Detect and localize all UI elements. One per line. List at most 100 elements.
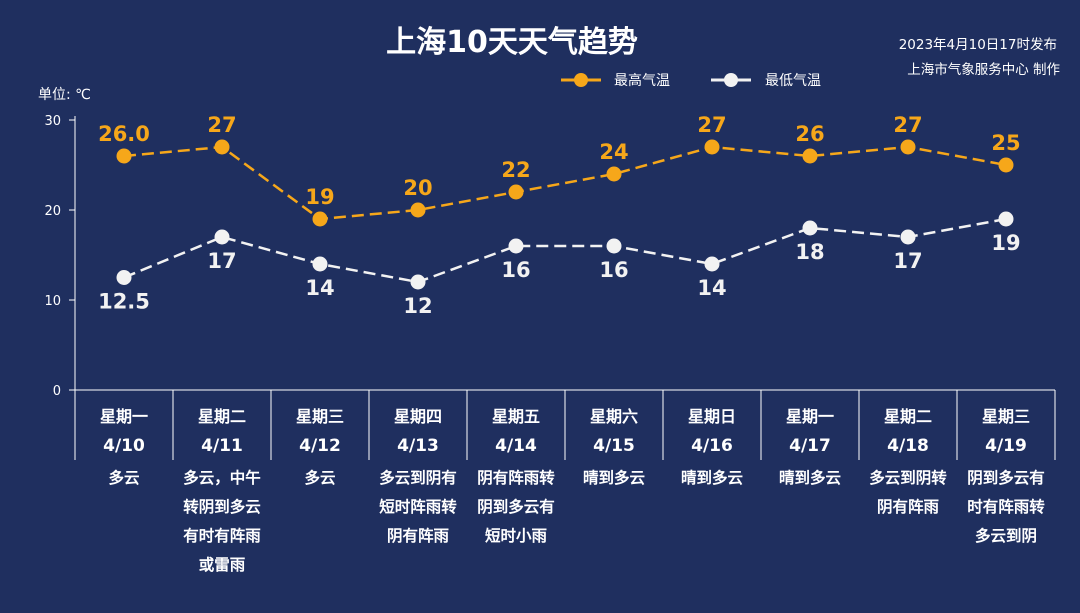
axes: 0 10 20 30 [44, 114, 1056, 460]
date-label: 4/15 [593, 436, 635, 456]
weather-text: 多云，中午 [183, 468, 261, 487]
date-label: 4/10 [103, 436, 145, 456]
weekday-label: 星期六 [590, 407, 638, 426]
data-point [508, 184, 524, 200]
date-label: 4/12 [299, 436, 341, 456]
date-label: 4/14 [495, 436, 537, 456]
date-label: 4/11 [201, 436, 243, 456]
weekday-label: 星期日 [688, 407, 736, 426]
weather-text: 多云到阴 [975, 526, 1037, 545]
weather-text: 时有阵雨转 [967, 497, 1045, 516]
data-label: 26.0 [98, 122, 150, 146]
data-point [312, 211, 328, 227]
legend-low-marker [724, 73, 738, 87]
data-label: 18 [795, 240, 824, 264]
chart-title: 上海10天天气趋势 [386, 25, 638, 60]
weather-text: 短时小雨 [485, 526, 547, 545]
data-label: 12 [403, 294, 432, 318]
data-label: 12.5 [98, 290, 150, 314]
legend: 最高气温 最低气温 [561, 72, 821, 89]
weather-text: 晴到多云 [779, 468, 841, 487]
data-point [214, 229, 230, 245]
data-point [802, 148, 818, 164]
series-low: 12.5 17 14 12 16 16 14 18 17 19 [98, 211, 1021, 318]
y-tick-label: 20 [44, 204, 61, 219]
data-point [900, 229, 916, 245]
data-point [116, 270, 132, 285]
data-point [900, 139, 916, 155]
weekday-label: 星期二 [198, 407, 246, 426]
weather-text: 晴到多云 [583, 468, 645, 487]
date-label: 4/13 [397, 436, 439, 456]
data-label: 22 [501, 158, 530, 182]
weather-text: 阴有阵雨 [387, 526, 449, 545]
data-label: 17 [207, 249, 236, 273]
weather-text: 转阴到多云 [183, 497, 261, 516]
legend-high-label: 最高气温 [614, 72, 670, 89]
weather-text: 晴到多云 [681, 468, 743, 487]
data-point [704, 139, 720, 155]
weather-text: 多云到阴转 [869, 468, 947, 487]
publish-time: 2023年4月10日17时发布 [899, 37, 1057, 53]
weather-text: 多云 [304, 468, 335, 487]
date-label: 4/16 [691, 436, 733, 456]
series-high: 26.0 27 19 20 22 24 27 26 27 25 [98, 113, 1021, 227]
data-label: 16 [599, 258, 628, 282]
data-point [410, 274, 426, 290]
data-label: 14 [697, 276, 726, 300]
date-label: 4/18 [887, 436, 929, 456]
data-label: 27 [697, 113, 726, 137]
data-point [704, 256, 720, 272]
data-label: 27 [893, 113, 922, 137]
data-label: 19 [305, 185, 334, 209]
series-line [123, 145, 1007, 221]
data-label: 16 [501, 258, 530, 282]
weekday-label: 星期一 [786, 407, 834, 426]
data-point [410, 202, 426, 218]
y-tick-label: 10 [44, 294, 61, 309]
weekday-label: 星期四 [394, 407, 442, 426]
data-label: 14 [305, 276, 334, 300]
weather-text: 短时阵雨转 [379, 497, 457, 516]
weather-text: 阴到多云有 [967, 468, 1045, 487]
data-label: 20 [403, 176, 432, 200]
date-label: 4/19 [985, 436, 1027, 456]
legend-high-marker [574, 73, 588, 87]
y-tick-label: 30 [44, 114, 61, 129]
data-point [116, 148, 132, 164]
data-label: 27 [207, 113, 236, 137]
data-point [606, 238, 622, 254]
data-point [214, 139, 230, 155]
weekday-label: 星期五 [492, 407, 540, 426]
weekday-label: 星期一 [100, 407, 148, 426]
data-point [606, 166, 622, 182]
y-axis-unit: 单位: ℃ [38, 87, 91, 103]
weather-text: 阴到多云有 [477, 497, 555, 516]
weekday-label: 星期三 [296, 407, 344, 426]
weather-text: 阴有阵雨 [877, 497, 939, 516]
data-point [312, 256, 328, 272]
data-label: 24 [599, 140, 628, 164]
data-label: 25 [991, 131, 1020, 155]
weekday-label: 星期二 [884, 407, 932, 426]
data-label: 17 [893, 249, 922, 273]
weather-text: 或雷雨 [199, 555, 246, 574]
weather-text: 阴有阵雨转 [477, 468, 555, 487]
legend-low-label: 最低气温 [765, 73, 821, 89]
data-point [802, 220, 818, 236]
weather-text: 多云 [108, 468, 139, 487]
data-point [508, 238, 524, 254]
data-point [998, 157, 1014, 173]
date-label: 4/17 [789, 436, 831, 456]
weather-text: 有时有阵雨 [183, 526, 261, 545]
weather-text: 多云到阴有 [379, 468, 457, 487]
data-point [998, 211, 1014, 227]
y-tick-label: 0 [53, 384, 61, 399]
data-label: 19 [991, 231, 1020, 255]
publisher: 上海市气象服务中心 制作 [907, 61, 1060, 78]
data-label: 26 [795, 122, 824, 146]
series-line [123, 217, 1007, 284]
weekday-label: 星期三 [982, 407, 1030, 426]
